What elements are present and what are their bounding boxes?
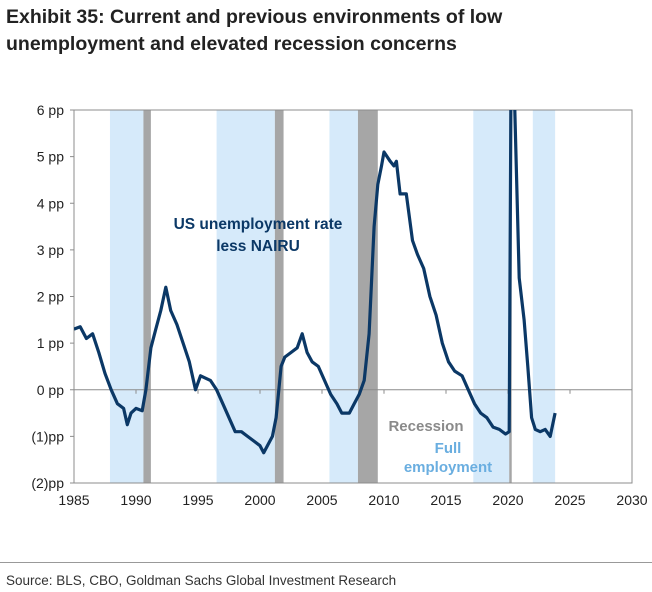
full-employment-band xyxy=(216,110,275,483)
y-tick-label: 2 pp xyxy=(37,289,64,305)
full-employment-band xyxy=(329,110,358,483)
series-annotation: US unemployment rate xyxy=(174,216,343,233)
x-tick-label: 1985 xyxy=(58,492,89,508)
y-tick-label: 1 pp xyxy=(37,335,64,351)
y-tick-label: 6 pp xyxy=(37,102,64,118)
recession-band xyxy=(274,110,284,483)
y-tick-label: (2)pp xyxy=(31,475,64,491)
x-tick-label: 2030 xyxy=(616,492,647,508)
y-tick-label: 3 pp xyxy=(37,242,64,258)
y-tick-label: 4 pp xyxy=(37,195,64,211)
full-employment-band xyxy=(473,110,510,483)
x-tick-label: 2005 xyxy=(306,492,337,508)
divider xyxy=(0,562,652,563)
legend-recession: Recession xyxy=(388,418,463,435)
x-tick-label: 2015 xyxy=(430,492,461,508)
line-chart: 1985 1990 1995 2000 2005 2010 2015 2020 2025 2030… xyxy=(31,102,647,508)
recession-band xyxy=(357,110,378,483)
x-tick-label: 1990 xyxy=(120,492,151,508)
full-employment-band xyxy=(109,110,144,483)
recession-band xyxy=(143,110,151,483)
x-tick-label: 2010 xyxy=(368,492,399,508)
x-tick-label: 1995 xyxy=(182,492,213,508)
y-tick-label: 0 pp xyxy=(37,382,64,398)
source-note: Source: BLS, CBO, Goldman Sachs Global I… xyxy=(6,573,397,588)
x-tick-label: 2000 xyxy=(244,492,275,508)
x-tick-label: 2020 xyxy=(492,492,523,508)
y-tick-label: (1)pp xyxy=(31,428,64,444)
chart-title: Exhibit 35: Current and previous environ… xyxy=(6,6,503,55)
x-tick-label: 2025 xyxy=(554,492,585,508)
series-annotation: less NAIRU xyxy=(216,238,300,255)
legend-full-employment: Full employment xyxy=(404,440,492,476)
y-tick-label: 5 pp xyxy=(37,149,64,165)
